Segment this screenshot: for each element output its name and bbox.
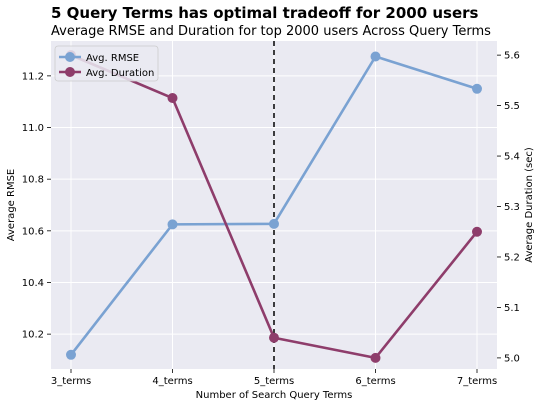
data-point-duration — [167, 93, 178, 104]
x-tick-label: 4_terms — [152, 376, 192, 387]
x-tick-label: 7_terms — [457, 376, 497, 387]
y-right-tick-label: 5.3 — [504, 202, 520, 213]
data-point-rmse — [472, 83, 482, 94]
x-tick-label: 3_terms — [51, 376, 91, 387]
y-axis-left-label: Average RMSE — [6, 169, 17, 242]
y-right-tick-label: 5.2 — [504, 252, 520, 263]
data-point-duration — [472, 226, 482, 237]
y-axis-right-label: Average Duration (sec) — [524, 147, 535, 263]
y-left-tick-label: 11.2 — [22, 71, 44, 82]
legend-rmse-marker — [65, 52, 75, 62]
data-point-duration — [269, 332, 279, 343]
x-tick-label: 5_terms — [254, 376, 294, 387]
series-group — [66, 50, 482, 363]
y-right-tick-label: 5.1 — [504, 303, 520, 314]
y-left-tick-label: 10.8 — [22, 175, 44, 186]
x-tick-label: 6_terms — [355, 376, 395, 387]
chart-title: Average RMSE and Duration for top 2000 u… — [51, 24, 491, 39]
y-left-tick-label: 10.2 — [22, 330, 44, 341]
data-point-duration — [370, 352, 381, 363]
chart-suptitle: 5 Query Terms has optimal tradeoff for 2… — [51, 4, 479, 22]
axes: 3_terms 4_terms 5_terms 6_terms 7_terms 10.2 1… — [22, 51, 520, 387]
data-point-rmse — [167, 219, 178, 230]
data-point-rmse — [269, 218, 279, 229]
y-left-tick-label: 10.4 — [22, 278, 44, 289]
y-right-tick-label: 5.4 — [504, 152, 520, 163]
legend-duration-marker — [65, 67, 75, 77]
legend-duration-label: Avg. Duration — [86, 68, 154, 79]
y-right-tick-label: 5.0 — [504, 353, 520, 364]
legend-rmse-label: Avg. RMSE — [86, 53, 139, 64]
y-left-tick-label: 10.6 — [22, 226, 44, 237]
y-left-tick-label: 11.0 — [22, 123, 44, 134]
legend: Avg. RMSE Avg. Duration — [54, 45, 159, 82]
y-right-tick-label: 5.5 — [504, 101, 520, 112]
y-right-tick-label: 5.6 — [504, 51, 520, 62]
data-point-rmse — [370, 51, 381, 62]
data-point-rmse — [66, 349, 76, 360]
x-axis-label: Number of Search Query Terms — [196, 390, 353, 401]
